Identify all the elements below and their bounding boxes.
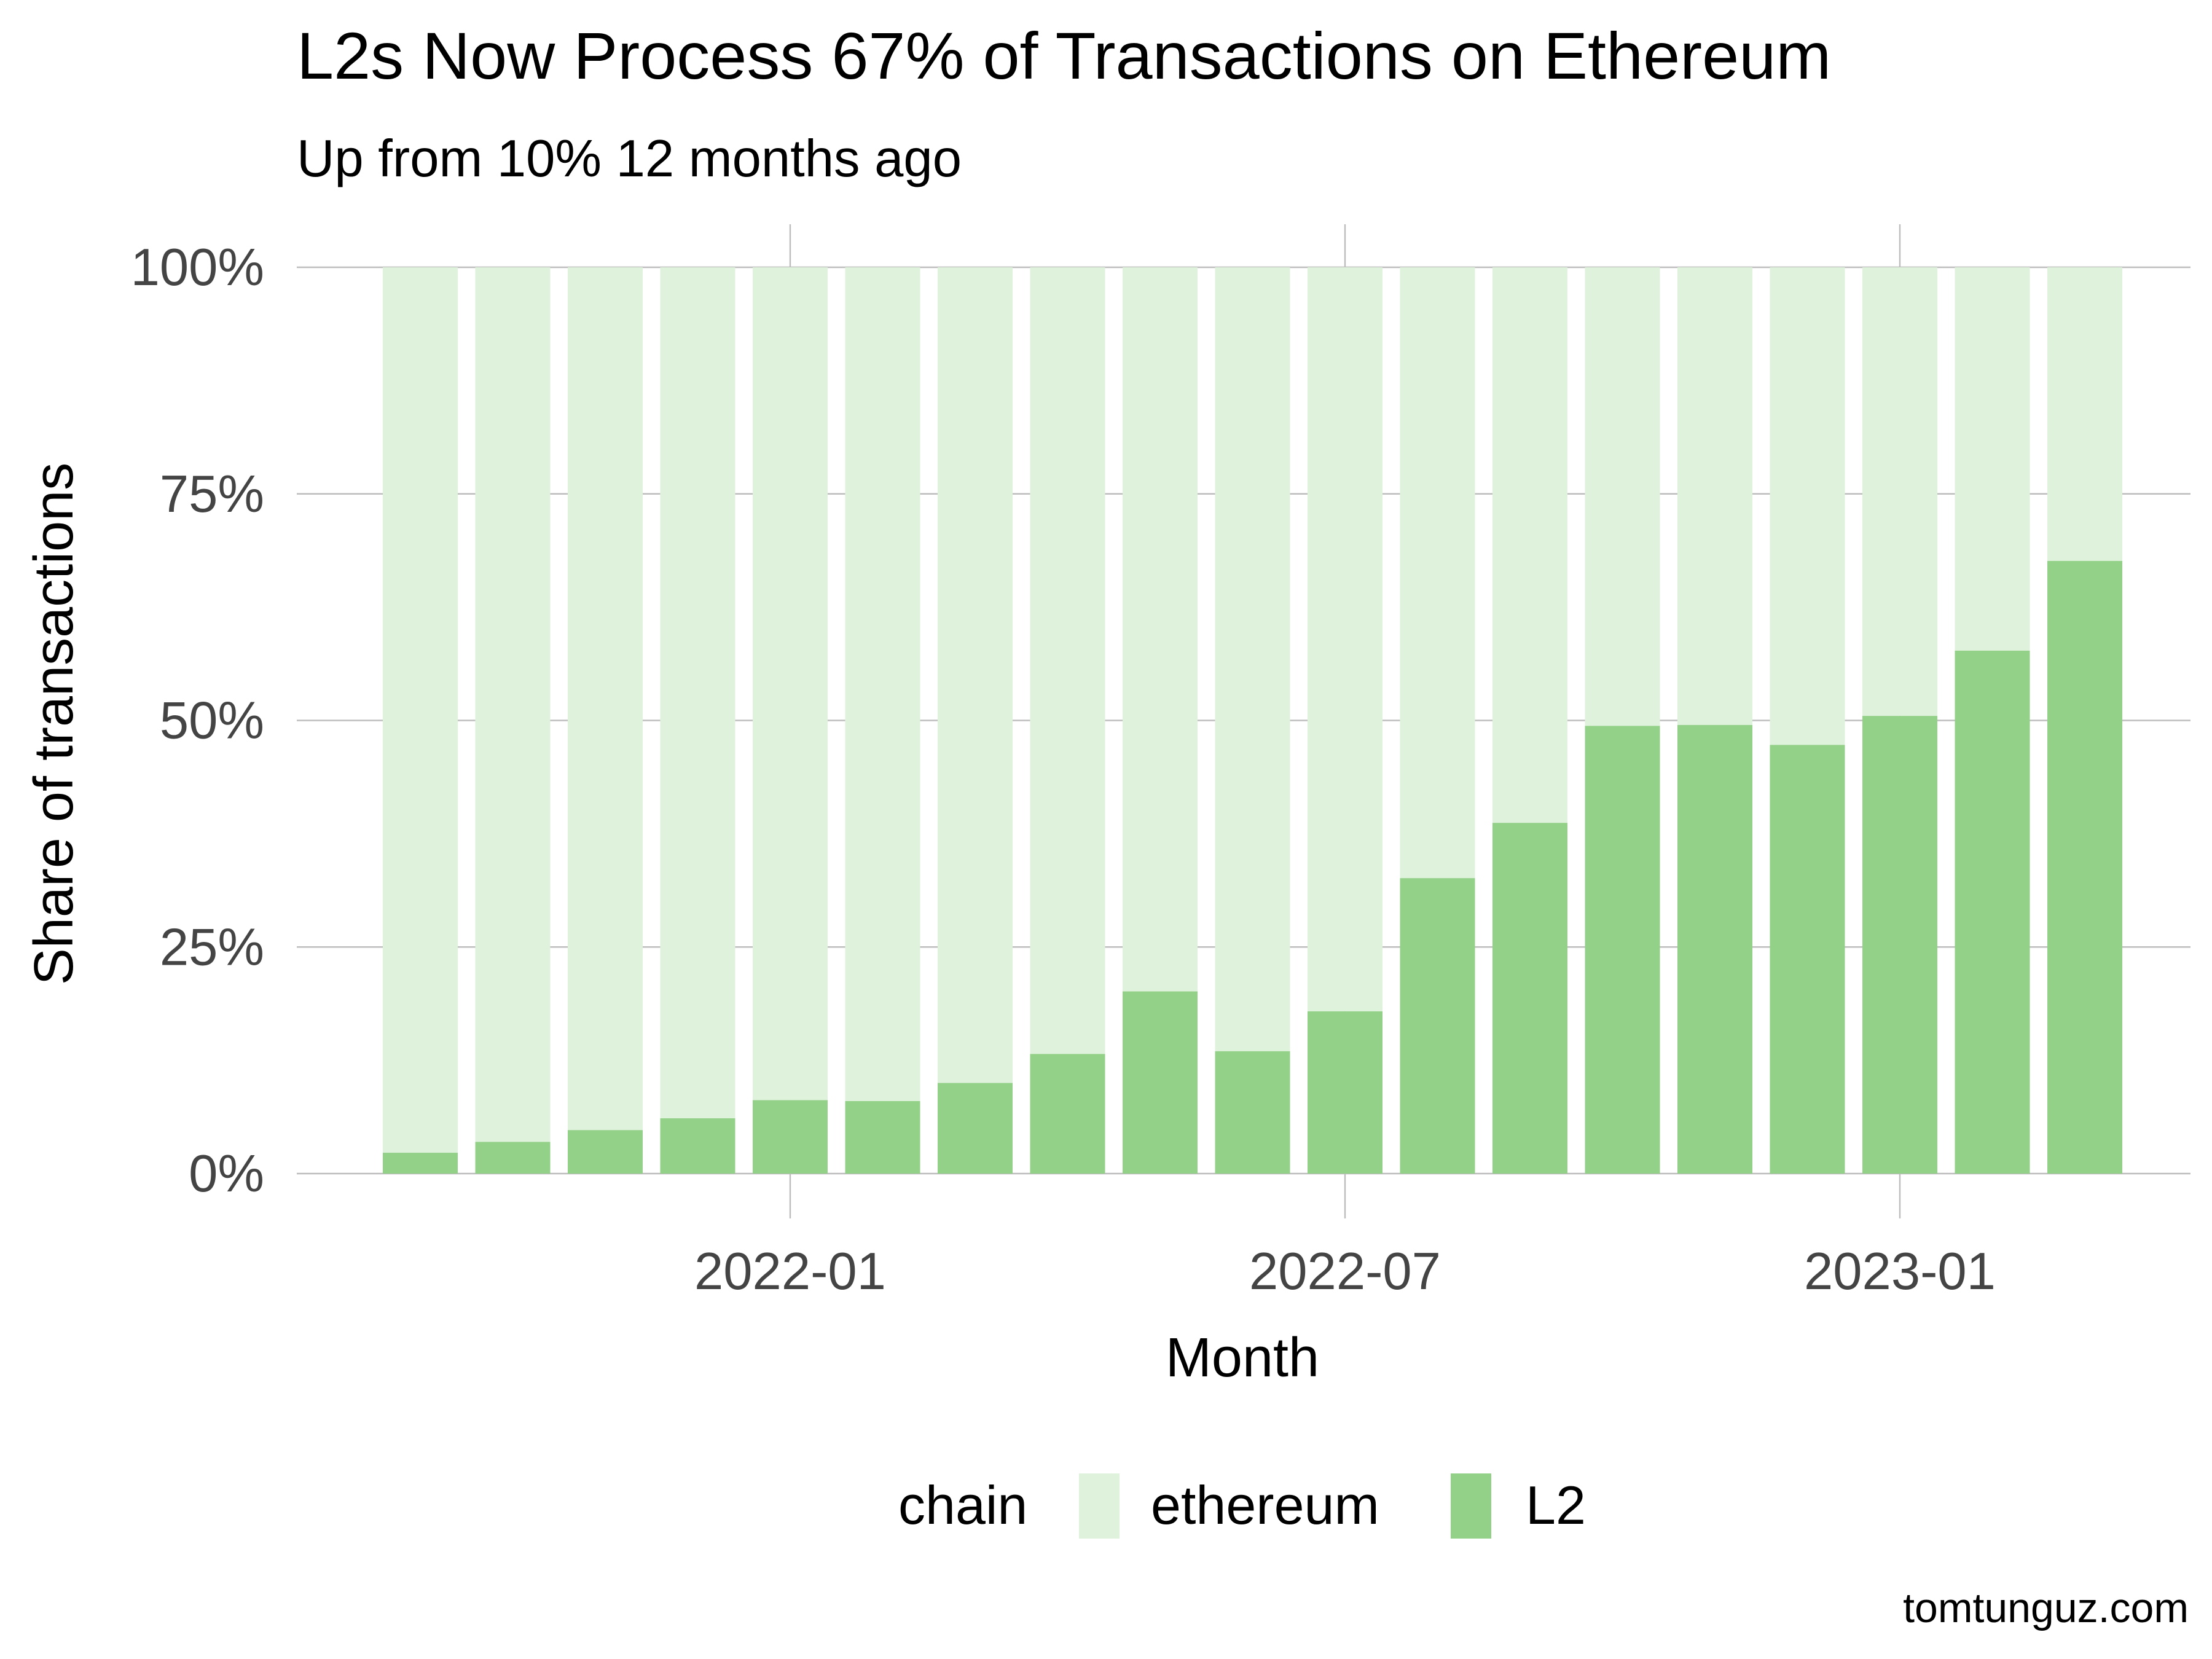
bar-l2 xyxy=(1123,991,1198,1174)
legend: chain ethereum L2 xyxy=(898,1473,1586,1539)
bar-ethereum xyxy=(475,267,551,1142)
bar-l2 xyxy=(1308,1011,1382,1174)
bar-ethereum xyxy=(1862,267,1937,716)
bar-ethereum xyxy=(753,267,828,1100)
bar-l2 xyxy=(1492,823,1567,1174)
y-tick-label: 0% xyxy=(189,1145,264,1203)
bar-l2 xyxy=(660,1118,735,1174)
bar-ethereum xyxy=(383,267,458,1153)
y-tick-labels: 0% 25% 50% 75% 100% xyxy=(131,238,264,1203)
chart-subtitle: Up from 10% 12 months ago xyxy=(297,130,962,188)
legend-label-ethereum: ethereum xyxy=(1151,1475,1379,1535)
bar-l2 xyxy=(383,1153,458,1174)
y-tick-label: 75% xyxy=(160,465,264,524)
bar-l2 xyxy=(845,1101,920,1174)
bar-l2 xyxy=(1677,724,1752,1174)
bar-l2 xyxy=(1862,716,1937,1174)
legend-label-l2: L2 xyxy=(1526,1475,1586,1535)
chart-title: L2s Now Process 67% of Transactions on E… xyxy=(297,18,1831,93)
bar-ethereum xyxy=(1215,267,1290,1051)
bar-ethereum xyxy=(1492,267,1567,823)
bar-l2 xyxy=(568,1130,643,1174)
x-tick-label: 2022-07 xyxy=(1249,1242,1441,1301)
bar-ethereum xyxy=(1677,267,1752,725)
x-tick-label: 2023-01 xyxy=(1804,1242,1996,1301)
bar-l2 xyxy=(1585,726,1660,1174)
bar-l2 xyxy=(1400,878,1475,1174)
bar-ethereum xyxy=(1123,267,1198,992)
bar-ethereum xyxy=(938,267,1013,1083)
legend-key-ethereum xyxy=(1079,1473,1120,1539)
bar-l2 xyxy=(1955,650,2030,1174)
bar-ethereum xyxy=(1308,267,1382,1011)
bar-ethereum xyxy=(1770,267,1845,745)
bar-ethereum xyxy=(845,267,920,1101)
legend-key-l2 xyxy=(1451,1473,1491,1539)
x-axis-title: Month xyxy=(1166,1327,1319,1389)
bar-ethereum xyxy=(1030,267,1105,1054)
bars xyxy=(383,267,2122,1174)
caption: tomtunguz.com xyxy=(1903,1585,2189,1631)
y-tick-label: 100% xyxy=(131,238,264,297)
bar-l2 xyxy=(1030,1054,1105,1174)
y-tick-label: 25% xyxy=(160,918,264,976)
bar-ethereum xyxy=(660,267,735,1119)
y-axis-title: Share of transactions xyxy=(23,463,85,985)
bar-ethereum xyxy=(2047,267,2122,561)
x-tick-label: 2022-01 xyxy=(694,1242,886,1301)
x-tick-labels: 2022-01 2022-07 2023-01 xyxy=(694,1242,1996,1301)
bar-l2 xyxy=(1215,1051,1290,1174)
bar-ethereum xyxy=(1400,267,1475,879)
bar-ethereum xyxy=(1955,267,2030,651)
bar-l2 xyxy=(938,1083,1013,1174)
bar-l2 xyxy=(753,1100,828,1174)
y-tick-label: 50% xyxy=(160,692,264,750)
bar-ethereum xyxy=(1585,267,1660,726)
bar-l2 xyxy=(1770,745,1845,1174)
bar-ethereum xyxy=(568,267,643,1131)
legend-title: chain xyxy=(898,1475,1027,1535)
bar-l2 xyxy=(2047,560,2122,1174)
bar-l2 xyxy=(475,1142,551,1174)
